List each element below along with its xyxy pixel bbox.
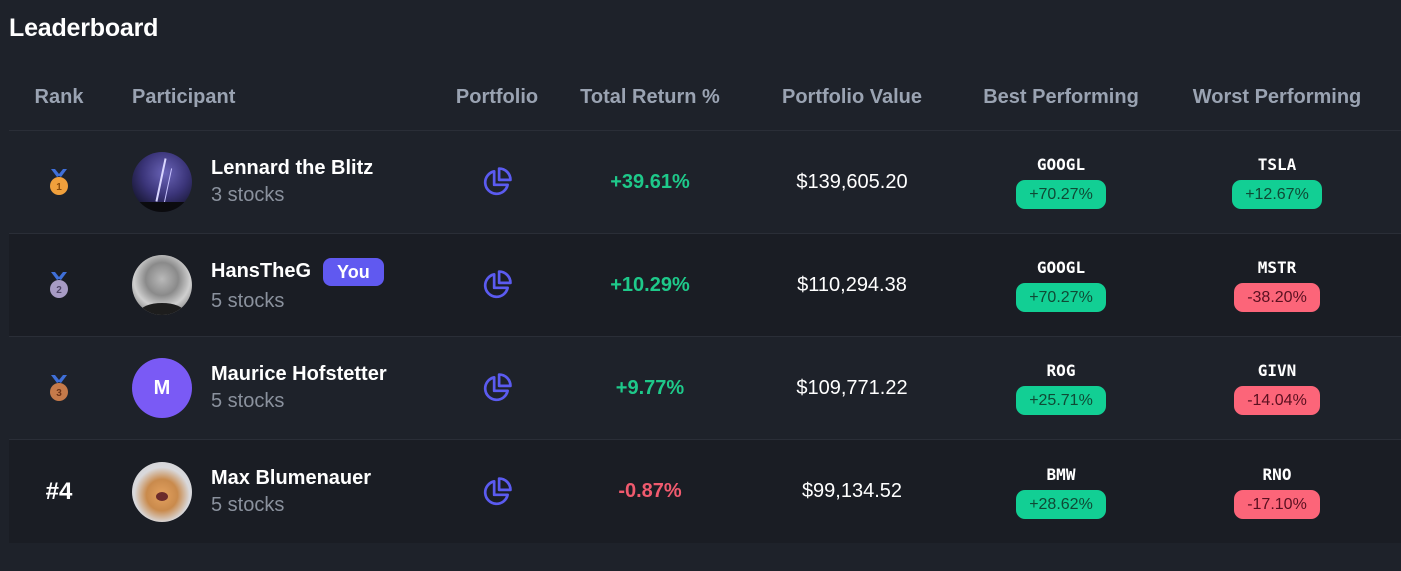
participant-cell: M Maurice Hofstetter 5 stocks — [109, 358, 445, 418]
portfolio-cell — [445, 371, 549, 405]
header-worst-performing[interactable]: Worst Performing — [1192, 85, 1362, 108]
page-title: Leaderboard — [9, 14, 159, 42]
participant-name[interactable]: Max Blumenauer — [211, 466, 372, 489]
worst-performing-cell: RNO -17.10% — [1169, 465, 1385, 519]
rank-number: #4 — [45, 477, 73, 505]
worst-change-badge: +12.67% — [1232, 180, 1322, 209]
worst-change-badge: -38.20% — [1234, 283, 1320, 312]
stock-count: 5 stocks — [211, 493, 285, 516]
pie-chart-icon[interactable] — [480, 165, 514, 199]
pie-chart-icon[interactable] — [480, 371, 514, 405]
stock-count: 5 stocks — [211, 390, 285, 412]
worst-change-badge: -17.10% — [1234, 489, 1320, 519]
participant-name[interactable]: Lennard the Blitz — [211, 157, 374, 179]
avatar[interactable]: M — [132, 358, 192, 418]
header-total-return[interactable]: Total Return % — [580, 85, 720, 108]
worst-change-badge: -14.04% — [1234, 386, 1320, 415]
svg-text:2: 2 — [56, 285, 62, 296]
portfolio-cell — [445, 268, 549, 302]
worst-ticker: TSLA — [1257, 155, 1297, 174]
silver-medal-icon: 2 — [50, 272, 68, 298]
stock-count: 5 stocks — [211, 289, 285, 312]
avatar[interactable] — [132, 255, 192, 315]
avatar[interactable] — [132, 461, 192, 522]
gold-medal-icon: 1 — [50, 169, 68, 195]
portfolio-cell — [445, 165, 549, 199]
best-change-badge: +70.27% — [1016, 283, 1106, 312]
portfolio-value: $139,605.20 — [796, 170, 908, 193]
worst-performing-cell: MSTR -38.20% — [1169, 258, 1385, 312]
rank-cell: 1 — [9, 167, 109, 197]
rank-cell: 3 — [9, 373, 109, 403]
total-return: +10.29% — [610, 273, 690, 296]
worst-performing-cell: TSLA +12.67% — [1169, 155, 1385, 209]
total-return: +39.61% — [610, 170, 690, 193]
table-row[interactable]: 2 HansTheG You 5 stocks +10.29% $110,294… — [9, 234, 1401, 337]
svg-text:1: 1 — [56, 182, 62, 193]
total-return: +9.77% — [615, 376, 685, 399]
header-best-performing[interactable]: Best Performing — [983, 85, 1139, 108]
table-row[interactable]: #4 Max Blumenauer 5 stocks -0.87% $99,13… — [9, 440, 1401, 543]
header-portfolio[interactable]: Portfolio — [455, 85, 539, 108]
best-ticker: GOOGL — [1036, 155, 1086, 174]
you-badge: You — [323, 257, 384, 286]
best-ticker: BMW — [1046, 464, 1076, 484]
best-ticker: GOOGL — [1036, 258, 1086, 277]
rank-cell: 2 — [9, 270, 109, 300]
table-row[interactable]: 1 Lennard the Blitz 3 stocks +39.61% $13… — [9, 131, 1401, 234]
avatar[interactable] — [132, 152, 192, 212]
participant-name[interactable]: HansTheG — [211, 260, 312, 282]
pie-chart-icon[interactable] — [480, 475, 514, 509]
table-header: Rank Participant Portfolio Total Return … — [9, 64, 1401, 131]
header-rank[interactable]: Rank — [34, 85, 84, 108]
portfolio-value: $99,134.52 — [801, 480, 903, 502]
participant-name[interactable]: Maurice Hofstetter — [211, 363, 387, 385]
portfolio-value: $109,771.22 — [796, 376, 908, 399]
worst-ticker: MSTR — [1257, 258, 1297, 277]
best-performing-cell: GOOGL +70.27% — [953, 258, 1169, 312]
participant-cell: HansTheG You 5 stocks — [109, 255, 445, 315]
total-return: -0.87% — [618, 480, 682, 502]
best-performing-cell: ROG +25.71% — [953, 361, 1169, 415]
best-change-badge: +25.71% — [1016, 386, 1106, 415]
stock-count: 3 stocks — [211, 184, 285, 206]
rank-cell: #4 — [9, 478, 109, 506]
best-change-badge: +28.62% — [1016, 489, 1106, 519]
participant-cell: Lennard the Blitz 3 stocks — [109, 152, 445, 212]
participant-cell: Max Blumenauer 5 stocks — [109, 461, 445, 522]
header-participant[interactable]: Participant — [132, 85, 236, 108]
best-performing-cell: GOOGL +70.27% — [953, 155, 1169, 209]
best-change-badge: +70.27% — [1016, 180, 1106, 209]
worst-ticker: RNO — [1262, 464, 1292, 484]
worst-performing-cell: GIVN -14.04% — [1169, 361, 1385, 415]
svg-text:3: 3 — [56, 388, 62, 399]
best-performing-cell: BMW +28.62% — [953, 465, 1169, 519]
portfolio-value: $110,294.38 — [797, 273, 907, 296]
worst-ticker: GIVN — [1257, 361, 1297, 380]
pie-chart-icon[interactable] — [480, 268, 514, 302]
portfolio-cell — [445, 475, 549, 509]
leaderboard-table: Rank Participant Portfolio Total Return … — [9, 64, 1401, 543]
bronze-medal-icon: 3 — [50, 375, 68, 401]
header-portfolio-value[interactable]: Portfolio Value — [781, 85, 923, 108]
best-ticker: ROG — [1046, 361, 1076, 380]
table-row[interactable]: 3 M Maurice Hofstetter 5 stocks +9.77% $… — [9, 337, 1401, 440]
